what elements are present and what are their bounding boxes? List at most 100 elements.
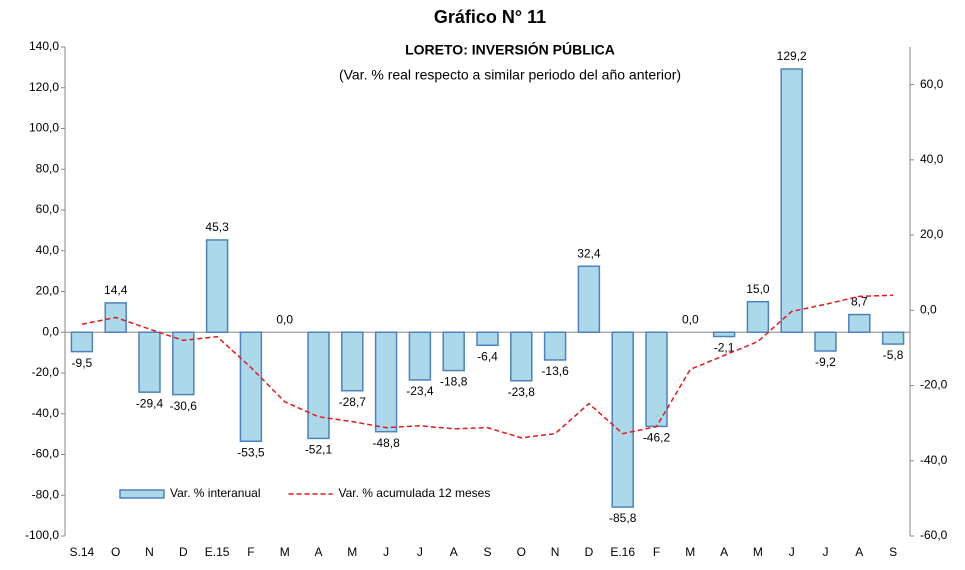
bar [780, 68, 803, 333]
data-label: -5,8 [883, 348, 904, 362]
data-label: -18,8 [440, 375, 468, 389]
legend-label: Var. % acumulada 12 meses [339, 486, 491, 500]
bar [408, 331, 432, 381]
y2-tick-label: 20,0 [920, 227, 944, 241]
bar [543, 331, 567, 361]
y-tick-label: 60,0 [36, 202, 60, 216]
x-tick-label: M [347, 545, 357, 559]
y-tick-label: 80,0 [36, 161, 60, 175]
x-tick-label: D [585, 545, 594, 559]
y-tick-label: -80,0 [32, 487, 60, 501]
x-tick-label: F [653, 545, 660, 559]
data-label: 8,7 [851, 295, 868, 309]
data-label: 0,0 [276, 312, 293, 326]
bar [442, 331, 465, 372]
data-label: 0,0 [682, 312, 699, 326]
data-label: -48,8 [372, 436, 400, 450]
bar [476, 331, 499, 347]
x-tick-label: O [517, 545, 526, 559]
y-tick-label: 20,0 [36, 284, 60, 298]
data-label: -53,5 [237, 445, 265, 459]
bar [307, 331, 330, 440]
x-tick-label: S [889, 545, 897, 559]
x-tick-label: A [855, 545, 863, 559]
y-tick-label: 140,0 [29, 39, 59, 53]
data-label: 32,4 [577, 246, 601, 260]
data-label: 14,4 [104, 283, 128, 297]
data-label: -85,8 [609, 511, 637, 525]
y2-tick-label: -40,0 [920, 453, 948, 467]
y2-tick-label: -20,0 [920, 378, 948, 392]
legend-swatch [119, 489, 165, 499]
x-tick-label: O [111, 545, 120, 559]
bar [645, 331, 668, 428]
y-tick-label: 120,0 [29, 80, 59, 94]
data-label: -52,1 [305, 443, 333, 457]
bar [239, 331, 263, 443]
bar [611, 331, 634, 508]
data-label: -23,8 [508, 385, 536, 399]
bar [814, 331, 837, 352]
x-tick-label: M [280, 545, 290, 559]
bar [881, 331, 905, 345]
y-tick-label: -100,0 [25, 528, 59, 542]
x-tick-label: F [247, 545, 254, 559]
y-tick-label: 0,0 [42, 324, 59, 338]
x-tick-label: M [753, 545, 763, 559]
data-label: 45,3 [205, 220, 229, 234]
y-tick-label: 40,0 [36, 243, 60, 257]
x-tick-label: E.15 [205, 545, 230, 559]
bar [510, 331, 533, 382]
data-label: 129,2 [777, 49, 807, 63]
x-tick-label: M [685, 545, 695, 559]
data-label: -2,1 [714, 341, 735, 355]
x-tick-label: J [383, 545, 389, 559]
bar [577, 265, 601, 333]
x-tick-label: A [450, 545, 458, 559]
data-label: -13,6 [541, 364, 569, 378]
data-label: -28,7 [339, 395, 367, 409]
x-tick-label: N [551, 545, 560, 559]
line [81, 294, 894, 439]
x-tick-label: A [314, 545, 322, 559]
x-tick-label: J [417, 545, 423, 559]
x-tick-label: S [483, 545, 491, 559]
y2-tick-label: -60,0 [920, 528, 948, 542]
bar [848, 313, 871, 333]
x-tick-label: D [179, 545, 188, 559]
bar [172, 331, 195, 396]
data-label: -6,4 [477, 349, 498, 363]
legend-label: Var. % interanual [170, 486, 261, 500]
y-tick-label: -60,0 [32, 447, 60, 461]
chart-subtitle: LORETO: INVERSIÓN PÚBLICA [405, 41, 615, 58]
bar [374, 331, 398, 433]
bar [341, 331, 364, 392]
chart-subtitle: (Var. % real respecto a similar periodo … [339, 67, 681, 83]
y2-tick-label: 60,0 [920, 77, 944, 91]
x-tick-label: A [720, 545, 728, 559]
x-tick-label: S.14 [70, 545, 95, 559]
x-tick-label: N [145, 545, 154, 559]
x-tick-label: E.16 [610, 545, 635, 559]
bar [746, 300, 770, 333]
data-label: -9,5 [72, 356, 93, 370]
y-tick-label: -20,0 [32, 365, 60, 379]
bar [205, 239, 229, 333]
chart-title: Gráfico N° 11 [434, 7, 546, 27]
x-tick-label: J [823, 545, 829, 559]
y2-tick-label: 40,0 [920, 152, 944, 166]
data-label: -30,6 [170, 399, 198, 413]
data-label: -29,4 [136, 396, 164, 410]
data-label: -9,2 [815, 355, 836, 369]
data-label: -23,4 [406, 384, 434, 398]
bar [70, 331, 94, 353]
data-label: 15,0 [746, 282, 770, 296]
data-label: -46,2 [643, 431, 671, 445]
y-tick-label: -40,0 [32, 406, 60, 420]
y-tick-label: 100,0 [29, 121, 59, 135]
bar [138, 331, 161, 393]
bar [712, 331, 736, 338]
x-tick-label: J [789, 545, 795, 559]
